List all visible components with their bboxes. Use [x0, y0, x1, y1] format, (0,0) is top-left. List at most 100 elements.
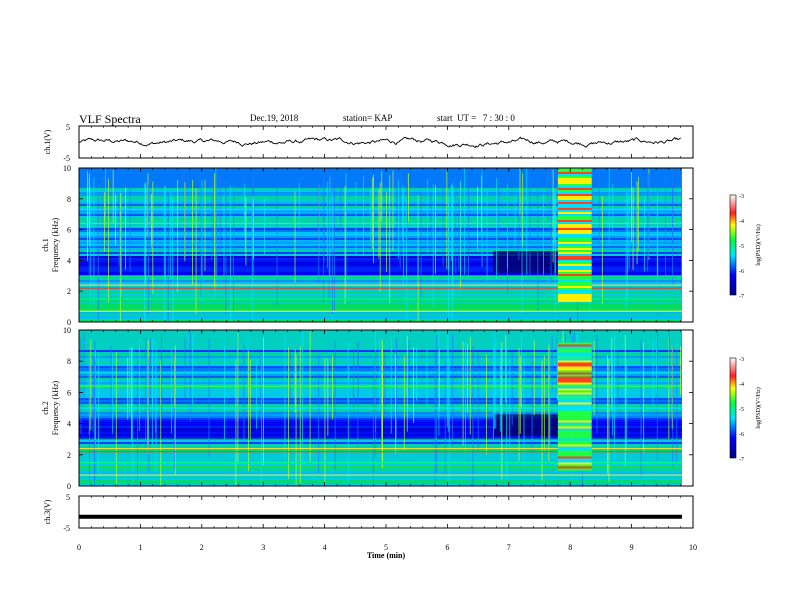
spectrogram-bright-block-row	[557, 288, 592, 290]
spectrogram-bright-block-row	[557, 270, 592, 272]
spectrogram-band	[79, 406, 682, 408]
spectrogram-bright-block-row	[557, 352, 592, 355]
spectrogram-bright-block-row	[557, 200, 592, 202]
spectrogram-bright-block-row	[557, 216, 592, 218]
ch1-ytick-label: 4	[67, 256, 71, 265]
spectrogram-bright-block-row	[557, 342, 592, 345]
x-tick-label: 2	[200, 543, 204, 552]
spectrogram-band	[79, 376, 682, 378]
spectrogram-bright-block-row	[557, 204, 592, 206]
spectrogram-bright-block-row	[557, 378, 592, 381]
spectrogram-band	[79, 380, 682, 382]
spectrogram-bright-block-row	[557, 434, 592, 437]
spectrogram-band	[79, 332, 682, 334]
x-axis-label: Time (min)	[367, 551, 406, 560]
spectrogram-band	[79, 480, 682, 482]
spectrogram-bright-block-row	[557, 238, 592, 240]
spectrogram-band	[79, 470, 682, 472]
spectrogram-bright-block-row	[557, 208, 592, 210]
spectrogram-bright-block-row	[557, 190, 592, 192]
spectrogram-band	[79, 482, 682, 484]
spectrogram-band	[79, 416, 682, 418]
spectrogram-band	[79, 412, 682, 414]
spectrogram-bright-block-row	[557, 450, 592, 453]
spectrogram-bright-block-row	[557, 242, 592, 244]
spectrogram-band	[79, 402, 682, 404]
spectrogram-bright-block-row	[557, 186, 592, 188]
ch2-ytick-label: 6	[67, 388, 71, 397]
spectrogram-bright-block-row	[557, 254, 592, 256]
spectrogram-bright-block-row	[557, 176, 592, 178]
spectrogram-band	[79, 334, 682, 336]
x-tick-label: 7	[507, 543, 511, 552]
spectrogram-band	[79, 348, 682, 350]
spectrogram-band	[79, 364, 682, 366]
spectrogram-bright-block-row	[557, 458, 592, 461]
spectrogram-bright-block-row	[557, 376, 592, 379]
spectrogram-band	[79, 372, 682, 374]
spectrogram-bright-block-row	[557, 172, 592, 174]
spectrogram-bright-block-row	[557, 374, 592, 377]
spectrogram-band	[79, 426, 682, 428]
ch1-ytick-label: 6	[67, 226, 71, 235]
spectrogram-bright-block-row	[557, 232, 592, 234]
spectrogram-band	[79, 422, 682, 424]
spectrogram-bright-block-row	[557, 380, 592, 383]
ch1-colorbar-label: log(PSD)(V²/Hz)	[755, 224, 762, 265]
spectrogram-empty-margin	[681, 168, 693, 322]
spectrogram-bright-block-row	[557, 206, 592, 208]
spectrogram-bright-block-row	[557, 250, 592, 252]
spectrogram-band	[79, 362, 682, 364]
spectrogram-band	[79, 294, 682, 296]
spectrogram-bright-block-row	[557, 408, 592, 411]
spectrogram-bright-block-row	[557, 422, 592, 425]
spectrogram-bright-block-row	[557, 440, 592, 443]
x-tick-label: 10	[689, 543, 697, 552]
spectrogram-band	[79, 478, 682, 480]
spectrogram-bright-block-row	[557, 286, 592, 288]
spectrogram-bright-block-row	[557, 444, 592, 447]
spectrogram-bright-block-row	[557, 256, 592, 258]
spectrogram-bright-block-row	[557, 180, 592, 182]
ch1-ytick-label: 10	[63, 164, 71, 173]
x-tick-label: 5	[384, 543, 388, 552]
ch1-colorbar-tick-label: -4	[739, 219, 744, 225]
spectrogram-bright-block-row	[557, 246, 592, 248]
spectrogram-bright-block-row	[557, 348, 592, 351]
spectrogram-band	[79, 384, 682, 386]
spectrogram-band	[79, 342, 682, 344]
spectrogram-band	[79, 414, 682, 416]
spectrogram-band	[79, 368, 682, 370]
spectrogram-bright-block-row	[557, 244, 592, 246]
ch2-colorbar-tick-label: -6	[739, 432, 744, 438]
spectrogram-band	[79, 472, 682, 474]
spectrogram-bright-block-row	[557, 350, 592, 353]
ch1-ylabel-frequency: Frequency (kHz)	[51, 217, 60, 272]
figure-title: VLF Spectra	[79, 112, 141, 126]
ch1-ylabel: ch.1(V)	[43, 129, 52, 154]
spectrogram-bright-block-row	[557, 168, 592, 170]
spectrogram-bright-block-row	[557, 188, 592, 190]
spectrogram-bright-block-row	[557, 268, 592, 270]
spectrogram-bright-block-row	[557, 364, 592, 367]
spectrogram-bright-block-row	[557, 390, 592, 393]
spectrogram-band	[79, 354, 682, 356]
ch1-ytick-label: 0	[67, 318, 71, 327]
spectrogram-bright-block-row	[557, 248, 592, 250]
spectrogram-band	[79, 436, 682, 438]
spectrogram-band	[79, 350, 682, 352]
spectrogram-band	[79, 444, 682, 446]
spectrogram-band	[79, 442, 682, 444]
spectrogram-band	[79, 420, 682, 422]
spectrogram-bright-block-row	[557, 438, 592, 441]
spectrogram-band	[79, 410, 682, 412]
ch1-waveform-line	[78, 136, 681, 149]
spectrogram-bright-block-row	[557, 192, 592, 194]
spectrogram-band	[79, 174, 682, 176]
spectrogram-bright-block-row	[557, 266, 592, 268]
spectrogram-quiet-region	[493, 414, 558, 437]
spectrogram-bright-block-row	[557, 388, 592, 391]
spectrogram-empty-margin	[681, 330, 693, 486]
spectrogram-band	[79, 344, 682, 346]
